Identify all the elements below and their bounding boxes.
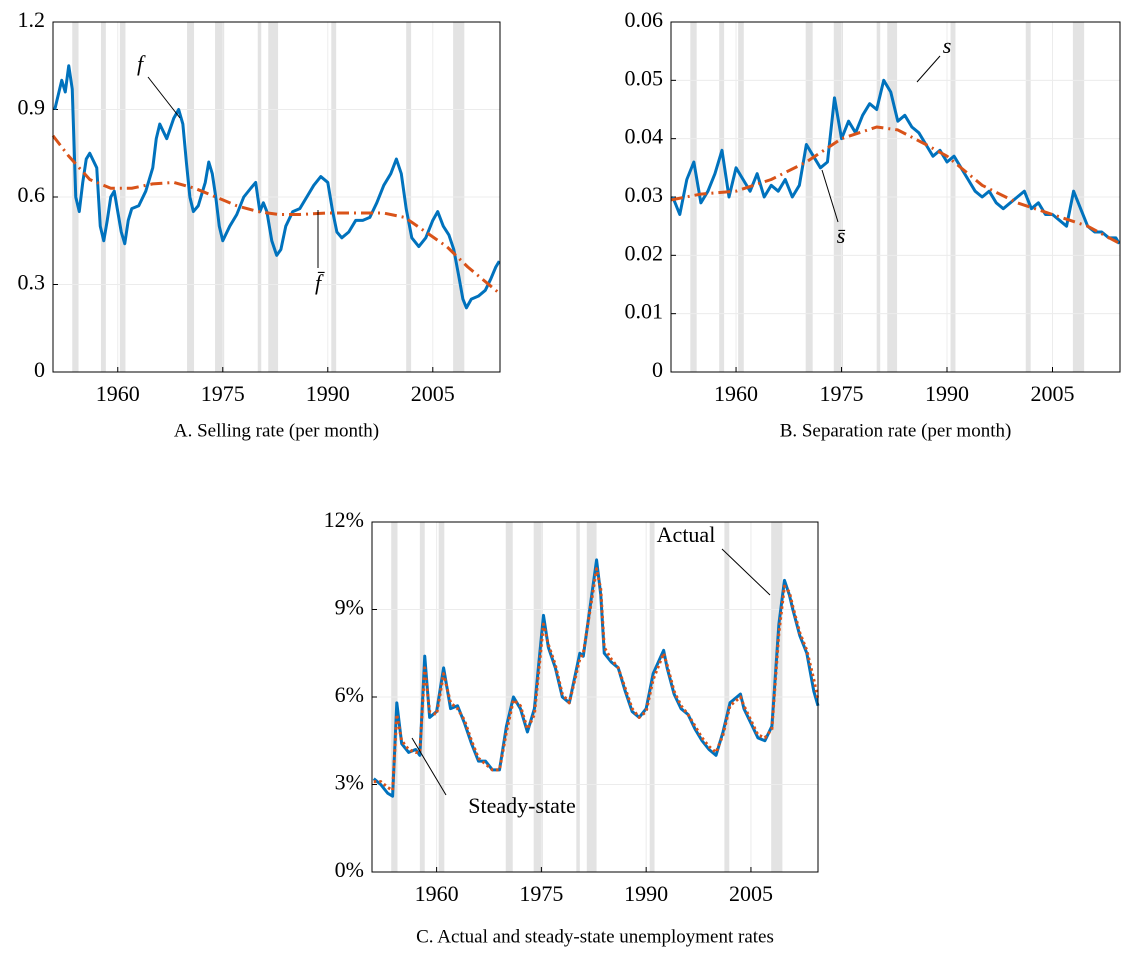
plot-frame (371, 521, 819, 873)
y-tick-label: 12% (324, 507, 364, 532)
y-tick-label: 0.05 (625, 65, 664, 90)
x-tick-label: 1960 (96, 381, 140, 406)
x-tick-label: 1975 (519, 881, 563, 906)
annotation-leader (411, 737, 447, 796)
x-tick-label: 1975 (201, 381, 245, 406)
plot-frame (52, 21, 501, 373)
x-tick-label: 1960 (415, 881, 459, 906)
y-tick-label: 9% (335, 595, 364, 620)
x-tick-label: 2005 (1030, 381, 1074, 406)
caption: C. Actual and steady-state unemployment … (416, 926, 774, 947)
x-tick-label: 1960 (714, 381, 758, 406)
annotation-leader (916, 55, 941, 83)
y-tick-label: 0 (652, 357, 663, 382)
series-line (670, 125, 1121, 245)
annotation: Actual (657, 522, 716, 547)
series-line (53, 64, 501, 310)
y-tick-label: 6% (335, 682, 364, 707)
annotation: s̄ (837, 223, 846, 248)
y-tick-label: 0.9 (18, 95, 46, 120)
y-tick-label: 3% (335, 770, 364, 795)
series-line (373, 567, 820, 792)
y-tick-label: 0.3 (18, 270, 46, 295)
x-tick-label: 1975 (820, 381, 864, 406)
annotation: f̄ (315, 270, 325, 295)
annotation: f (137, 51, 146, 76)
panel: 0 0.3 0.6 0.9 1.2 1960 1975 1990 2005 f f̄ A. Selli… (18, 7, 501, 441)
y-tick-label: 0.06 (625, 7, 664, 32)
y-tick-label: 0.6 (18, 182, 46, 207)
plot-frame (670, 21, 1121, 373)
annotation-leader (147, 76, 181, 119)
panel: 0% 3% 6% 9% 12% 1960 1975 1990 2005 Actual Steady-… (324, 507, 820, 947)
annotation: Steady-state (468, 793, 576, 818)
panel: 0 0.01 0.02 0.03 0.04 0.05 0.06 1960 1975 1990 200… (625, 7, 1121, 441)
annotation-leader (821, 169, 839, 223)
y-tick-label: 0% (335, 857, 364, 882)
x-tick-label: 1990 (624, 881, 668, 906)
x-tick-label: 1990 (925, 381, 969, 406)
y-tick-label: 1.2 (18, 7, 46, 32)
y-tick-label: 0.03 (625, 182, 664, 207)
x-tick-label: 2005 (411, 381, 455, 406)
caption: B. Separation rate (per month) (780, 420, 1012, 441)
y-tick-label: 0.02 (625, 240, 664, 265)
caption: A. Selling rate (per month) (174, 420, 379, 441)
annotation-leader (721, 548, 771, 596)
x-tick-label: 2005 (729, 881, 773, 906)
annotation: s (943, 33, 952, 58)
x-tick-label: 1990 (306, 381, 350, 406)
y-tick-label: 0 (34, 357, 45, 382)
y-tick-label: 0.04 (625, 124, 664, 149)
y-tick-label: 0.01 (625, 299, 664, 324)
